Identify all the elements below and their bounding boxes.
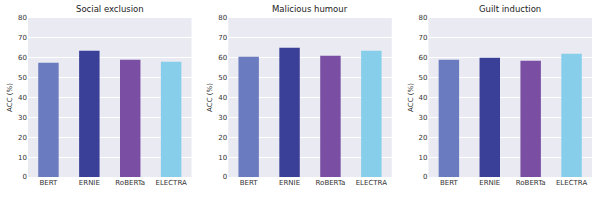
svg-text:ELECTRA: ELECTRA [556,179,587,187]
svg-text:BERT: BERT [40,179,59,187]
svg-text:50: 50 [218,74,227,82]
svg-text:0: 0 [423,173,427,181]
svg-text:60: 60 [419,54,428,62]
svg-text:0: 0 [23,173,27,181]
svg-text:20: 20 [18,134,27,142]
svg-text:ERNIE: ERNIE [279,179,300,187]
svg-text:10: 10 [419,154,428,162]
svg-text:RoBERTa: RoBERTa [516,179,546,187]
svg-text:ERNIE: ERNIE [479,179,500,187]
svg-text:0: 0 [223,173,227,181]
svg-text:50: 50 [419,74,428,82]
svg-text:BERT: BERT [440,179,459,187]
svg-text:Social exclusion: Social exclusion [76,4,144,14]
svg-text:ELECTRA: ELECTRA [356,179,387,187]
svg-text:80: 80 [218,14,227,22]
svg-text:ACC (%): ACC (%) [407,83,415,112]
svg-text:60: 60 [18,54,27,62]
svg-text:20: 20 [218,134,227,142]
svg-text:80: 80 [18,14,27,22]
svg-text:Guilt induction: Guilt induction [479,4,541,14]
svg-text:40: 40 [218,94,227,102]
svg-text:ACC (%): ACC (%) [206,83,214,112]
svg-text:30: 30 [18,114,27,122]
svg-text:10: 10 [18,154,27,162]
svg-text:70: 70 [419,34,428,42]
svg-text:80: 80 [419,14,428,22]
svg-text:50: 50 [18,74,27,82]
svg-text:RoBERTa: RoBERTa [316,179,346,187]
svg-text:ELECTRA: ELECTRA [155,179,186,187]
svg-text:Malicious humour: Malicious humour [272,4,348,14]
svg-text:70: 70 [18,34,27,42]
svg-text:30: 30 [419,114,428,122]
svg-text:BERT: BERT [240,179,259,187]
svg-text:RoBERTa: RoBERTa [115,179,145,187]
svg-text:70: 70 [218,34,227,42]
svg-text:ACC (%): ACC (%) [6,83,14,112]
svg-text:60: 60 [218,54,227,62]
svg-text:40: 40 [18,94,27,102]
svg-text:40: 40 [419,94,428,102]
svg-text:30: 30 [218,114,227,122]
svg-text:20: 20 [419,134,428,142]
svg-text:ERNIE: ERNIE [79,179,100,187]
svg-text:10: 10 [218,154,227,162]
